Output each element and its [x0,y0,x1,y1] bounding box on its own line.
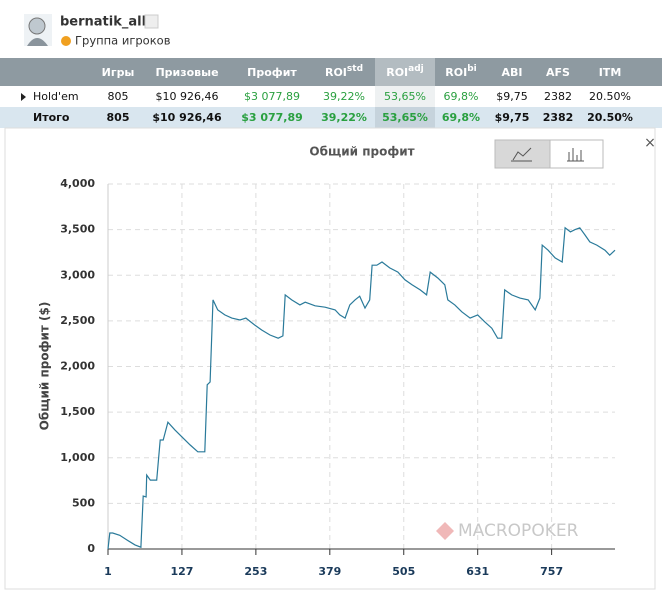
bar-view-button[interactable] [549,139,604,169]
table-cell: 2382 [543,111,574,124]
close-button[interactable]: × [644,135,656,151]
x-tick-label: 253 [244,565,267,578]
x-tick-label: 1 [104,565,112,578]
table-cell: $3 077,89 [241,111,303,124]
y-tick-label: 1,000 [60,451,95,464]
icon [511,147,532,162]
watermark: MACROPOKER [458,521,579,541]
chart-panel [4,127,656,590]
y-tick-label: 4,000 [60,177,95,190]
table-header-bg [0,58,662,86]
table-cell: $10 926,46 [156,90,219,103]
y-tick-label: 2,000 [60,360,95,373]
table-cell: 805 [107,111,130,124]
column-header: Игры [102,66,135,79]
sorted-col-bg [375,86,435,107]
table-cell: 39,22% [323,90,365,103]
total-row-bg [0,107,662,128]
column-header: ROIbi [445,64,476,80]
x-tick-label: 631 [466,565,489,578]
table-cell: $9,75 [495,111,530,124]
table-cell: 69,8% [442,111,480,124]
column-header: Призовые [155,66,218,79]
y-tick-label: 3,000 [60,268,95,281]
line-view-button[interactable] [494,139,551,169]
column-header: ITM [599,66,622,79]
column-header: AFS [546,66,570,79]
table-cell: $10 926,46 [152,111,222,124]
chart-title: Общий профит [309,145,414,159]
y-tick-label: 3,500 [60,223,95,236]
sorted-header-bg [375,58,435,86]
table-cell: 53,65% [384,90,426,103]
profit-line [107,226,616,550]
column-header: ABI [502,66,523,79]
watermark-logo [436,522,454,540]
y-tick-label: 1,500 [60,405,95,418]
table-cell: 69,8% [444,90,479,103]
x-tick-label: 127 [170,565,193,578]
column-header: ROIadj [386,64,424,80]
sorted-col-bg [375,107,435,128]
table-cell: $9,75 [496,90,528,103]
icon[interactable] [144,14,159,29]
table-cell: $3 077,89 [244,90,300,103]
table-cell: 2382 [544,90,572,103]
y-tick-label: 2,500 [60,314,95,327]
group-icon [61,36,71,46]
column-header: Профит [247,66,297,79]
table-cell: 53,65% [382,111,428,124]
x-tick-label: 757 [540,565,563,578]
table-cell: 39,22% [321,111,367,124]
avatar [24,14,52,46]
expand-arrow[interactable] [21,93,26,101]
x-tick-label: 379 [318,565,341,578]
user-group[interactable]: Группа игроков [75,34,171,48]
row-label: Итого [33,111,70,124]
y-tick-label: 0 [87,542,95,555]
user-name[interactable]: bernatik_all [60,15,146,30]
table-cell: 805 [108,90,129,103]
x-tick-label: 505 [392,565,415,578]
y-tick-label: 500 [72,496,95,509]
row-label: Hold'em [33,90,79,103]
table-cell: 20.50% [587,111,633,124]
column-header: ROIstd [325,64,363,80]
icon [567,148,584,162]
y-axis-label: Общий профит ($) [38,302,52,431]
table-cell: 20.50% [589,90,631,103]
